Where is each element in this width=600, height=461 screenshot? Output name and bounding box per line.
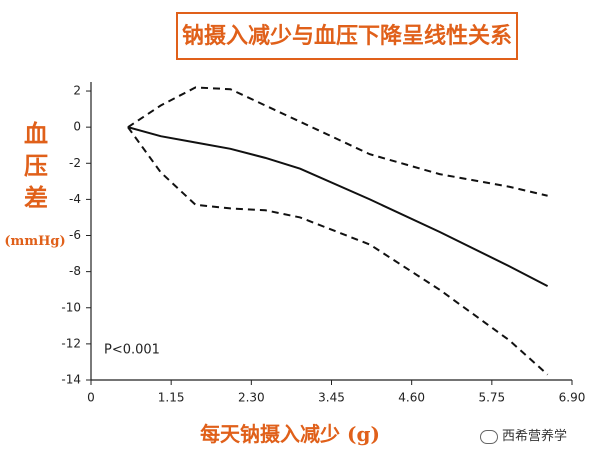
p-value: P<0.001 bbox=[104, 343, 160, 358]
x-tick-label: 4.60 bbox=[398, 391, 425, 405]
watermark-text: 西希营养学 bbox=[502, 429, 568, 444]
y-tick-label: -10 bbox=[61, 300, 81, 314]
y-axis-label: 血压差 bbox=[24, 119, 48, 212]
y-tick-label: -12 bbox=[61, 336, 81, 350]
y-tick-label: -4 bbox=[69, 192, 81, 206]
x-tick-label: 1.15 bbox=[158, 391, 185, 405]
confidence-line bbox=[127, 86, 548, 197]
y-tick-label: -8 bbox=[69, 264, 81, 278]
x-tick-label: 3.45 bbox=[318, 391, 345, 405]
trend-line bbox=[127, 126, 549, 287]
y-tick-label: 0 bbox=[73, 120, 81, 134]
x-tick-label: 6.90 bbox=[559, 391, 586, 405]
watermark: 西希营养学 bbox=[480, 425, 567, 444]
confidence-line bbox=[127, 126, 549, 376]
x-tick-label: 5.75 bbox=[478, 391, 505, 405]
x-tick-label: 2.30 bbox=[238, 391, 265, 405]
x-axis-label: 每天钠摄入减少 (g) bbox=[200, 422, 380, 446]
y-tick-label: 2 bbox=[73, 84, 81, 98]
chart-title: 钠摄入减少与血压下降呈线性关系 bbox=[176, 12, 518, 60]
watermark-icon bbox=[480, 429, 498, 444]
x-tick-label: 0 bbox=[87, 391, 95, 405]
y-axis-unit: (mmHg) bbox=[4, 234, 66, 249]
y-tick-label: -6 bbox=[69, 228, 81, 242]
y-tick-label: -14 bbox=[61, 373, 81, 387]
y-tick-label: -2 bbox=[69, 156, 81, 170]
